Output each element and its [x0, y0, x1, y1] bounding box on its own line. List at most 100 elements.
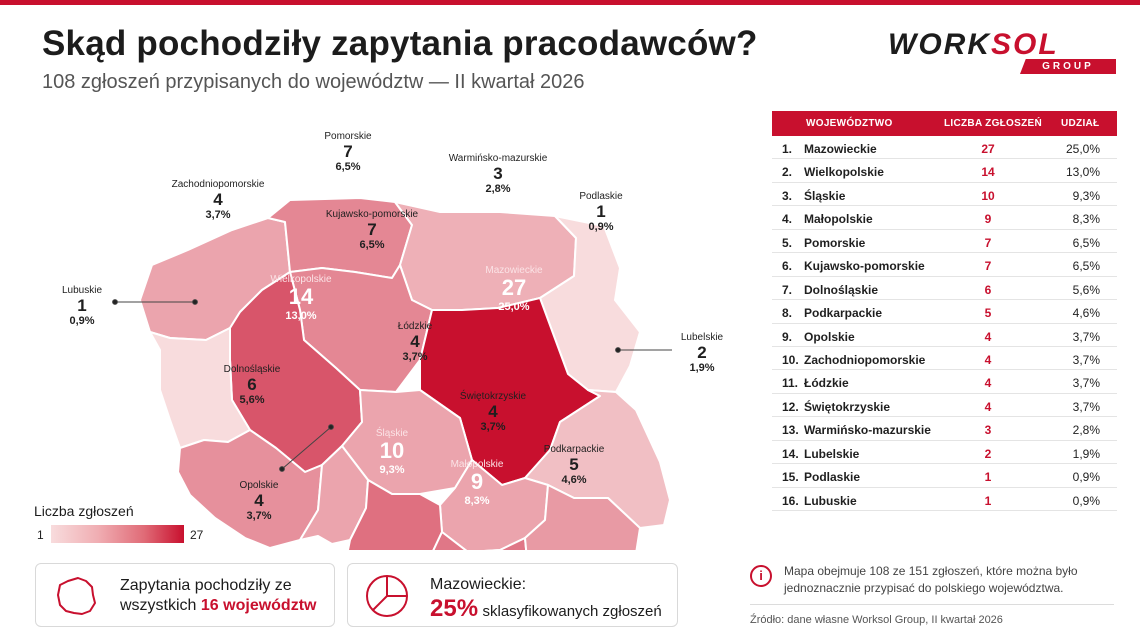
label-podlaskie: Podlaskie 1 0,9%: [579, 191, 623, 234]
row-share: 0,9%: [1072, 470, 1100, 485]
leader-lines: [112, 299, 672, 472]
card-mazowieckie-label: Mazowieckie:: [430, 576, 527, 593]
table-row: 14. Lubelskie 2 1,9%: [772, 441, 1117, 465]
header-count: LICZBA ZGŁOSZEŃ: [944, 118, 1043, 129]
poland-outline-icon: [57, 577, 96, 615]
label-swietokrzyskie: Świętokrzyskie 4 3,7%: [459, 391, 527, 434]
region-podkarpackie[interactable]: [524, 484, 641, 550]
row-rank: 10.: [782, 352, 799, 367]
row-count: 5: [984, 306, 992, 321]
pie-chart-icon: [366, 575, 408, 617]
table-row: 9. Opolskie 4 3,7%: [772, 324, 1117, 347]
row-rank: 3.: [782, 188, 793, 203]
region-slaskie[interactable]: [345, 479, 443, 550]
row-rank: 13.: [782, 423, 799, 438]
row-count: 4: [984, 329, 992, 344]
row-count: 4: [984, 399, 992, 414]
row-share: 6,5%: [1072, 259, 1100, 274]
row-share: 9,3%: [1072, 188, 1100, 203]
table-header: WOJEWÓDZTWO LICZBA ZGŁOSZEŃ UDZIAŁ: [772, 111, 1117, 136]
note-text: Mapa obejmuje 108 ze 151 zgłoszeń, które…: [784, 564, 1078, 595]
row-rank: 11.: [782, 376, 799, 391]
footer-divider: [750, 604, 1114, 605]
region-lodzkie[interactable]: [341, 389, 473, 495]
row-rank: 2.: [782, 165, 793, 180]
region-malopolskie[interactable]: [410, 531, 528, 550]
table-row: 1. Mazowieckie 27 25,0%: [772, 136, 1117, 160]
table-row: 5. Pomorskie 7 6,5%: [772, 230, 1117, 254]
row-count: 7: [984, 259, 992, 274]
region-ranking-table: WOJEWÓDZTWO LICZBA ZGŁOSZEŃ UDZIAŁ 1. Maz…: [772, 111, 1117, 511]
label-wielkopolskie: Wielkopolskie 14 13,0%: [270, 274, 332, 322]
row-count: 2: [984, 446, 992, 461]
row-count: 4: [984, 376, 992, 391]
row-share: 3,7%: [1072, 399, 1100, 414]
row-region-name: Warmińsko-mazurskie: [804, 423, 931, 438]
source-text: Źródło: dane własne Worksol Group, II kw…: [750, 614, 1003, 626]
row-region-name: Dolnośląskie: [804, 282, 879, 297]
label-mazowieckie: Mazowieckie 27 25,0%: [485, 265, 543, 313]
row-count: 14: [981, 165, 995, 180]
row-share: 3,7%: [1072, 376, 1100, 391]
label-lodzkie: Łódzkie 4 3,7%: [397, 321, 433, 364]
card-mazowieckie-share: Mazowieckie: 25% sklasyfikowanych zgłosz…: [347, 563, 678, 627]
table-row: 11. Łódzkie 4 3,7%: [772, 370, 1117, 394]
row-share: 8,3%: [1072, 212, 1100, 227]
row-region-name: Lubuskie: [804, 493, 857, 508]
row-rank: 9.: [782, 329, 793, 344]
row-region-name: Śląskie: [804, 188, 846, 203]
header-share: UDZIAŁ: [1061, 118, 1100, 129]
table-body: 1. Mazowieckie 27 25,0% 2. Wielkopolskie 14 13,…: [772, 136, 1117, 511]
row-share: 13,0%: [1065, 165, 1100, 180]
label-warminsko-mazurskie: Warmińsko-mazurskie 3 2,8%: [448, 153, 548, 196]
row-region-name: Pomorskie: [804, 235, 866, 250]
page-title: Skąd pochodziły zapytania pracodawców?: [42, 24, 758, 63]
leader-dot-lubuskie-b: [192, 299, 198, 305]
row-rank: 6.: [782, 259, 793, 274]
row-region-name: Mazowieckie: [804, 142, 877, 156]
info-icon: i: [750, 565, 772, 587]
row-rank: 5.: [782, 235, 793, 250]
row-count: 9: [984, 212, 992, 227]
label-slaskie: Śląskie 10 9,3%: [375, 428, 409, 476]
region-opolskie[interactable]: [299, 445, 369, 545]
worksol-logo: WORKSOL GROUP: [888, 30, 1120, 76]
leader-opolskie: [281, 426, 332, 470]
row-count: 1: [984, 493, 992, 508]
row-share: 0,9%: [1072, 493, 1100, 508]
label-pomorskie: Pomorskie 7 6,5%: [324, 131, 372, 174]
row-count: 4: [984, 352, 992, 367]
table-row: 13. Warmińsko-mazurskie 3 2,8%: [772, 417, 1117, 441]
row-count: 1: [984, 470, 992, 485]
legend-color-scale: [51, 525, 184, 543]
label-dolnoslaskie: Dolnośląskie 6 5,6%: [223, 364, 281, 407]
table-row: 16. Lubuskie 1 0,9%: [772, 488, 1117, 511]
row-region-name: Kujawsko-pomorskie: [804, 259, 925, 274]
table-row: 2. Wielkopolskie 14 13,0%: [772, 159, 1117, 183]
table-row: 4. Małopolskie 9 8,3%: [772, 206, 1117, 230]
row-count: 6: [984, 282, 992, 297]
header-region: WOJEWÓDZTWO: [806, 118, 893, 129]
row-share: 25,0%: [1065, 142, 1100, 156]
row-region-name: Świętokrzyskie: [804, 399, 891, 414]
label-zachodniopomorskie: Zachodniopomorskie 4 3,7%: [171, 179, 265, 222]
row-region-name: Łódzkie: [804, 376, 849, 391]
leader-dot-lubelskie: [615, 347, 621, 353]
row-region-name: Lubelskie: [804, 446, 860, 461]
leader-dot-opolskie-b: [328, 424, 334, 430]
row-region-name: Podkarpackie: [804, 306, 883, 321]
row-rank: 14.: [782, 446, 799, 461]
row-count: 3: [984, 423, 992, 438]
label-kujawsko-pomorskie: Kujawsko-pomorskie 7 6,5%: [325, 209, 419, 252]
table-row: 7. Dolnośląskie 6 5,6%: [772, 277, 1117, 301]
row-region-name: Wielkopolskie: [804, 165, 884, 180]
label-malopolskie: Małopolskie 9 8,3%: [450, 459, 504, 507]
row-region-name: Małopolskie: [804, 212, 873, 227]
row-rank: 15.: [782, 470, 799, 485]
row-share: 6,5%: [1072, 235, 1100, 250]
leader-dot-opolskie-a: [279, 466, 285, 472]
row-rank: 1.: [782, 142, 793, 156]
page-subtitle: 108 zgłoszeń przypisanych do województw …: [42, 71, 585, 93]
row-share: 1,9%: [1072, 446, 1100, 461]
row-share: 5,6%: [1072, 282, 1100, 297]
